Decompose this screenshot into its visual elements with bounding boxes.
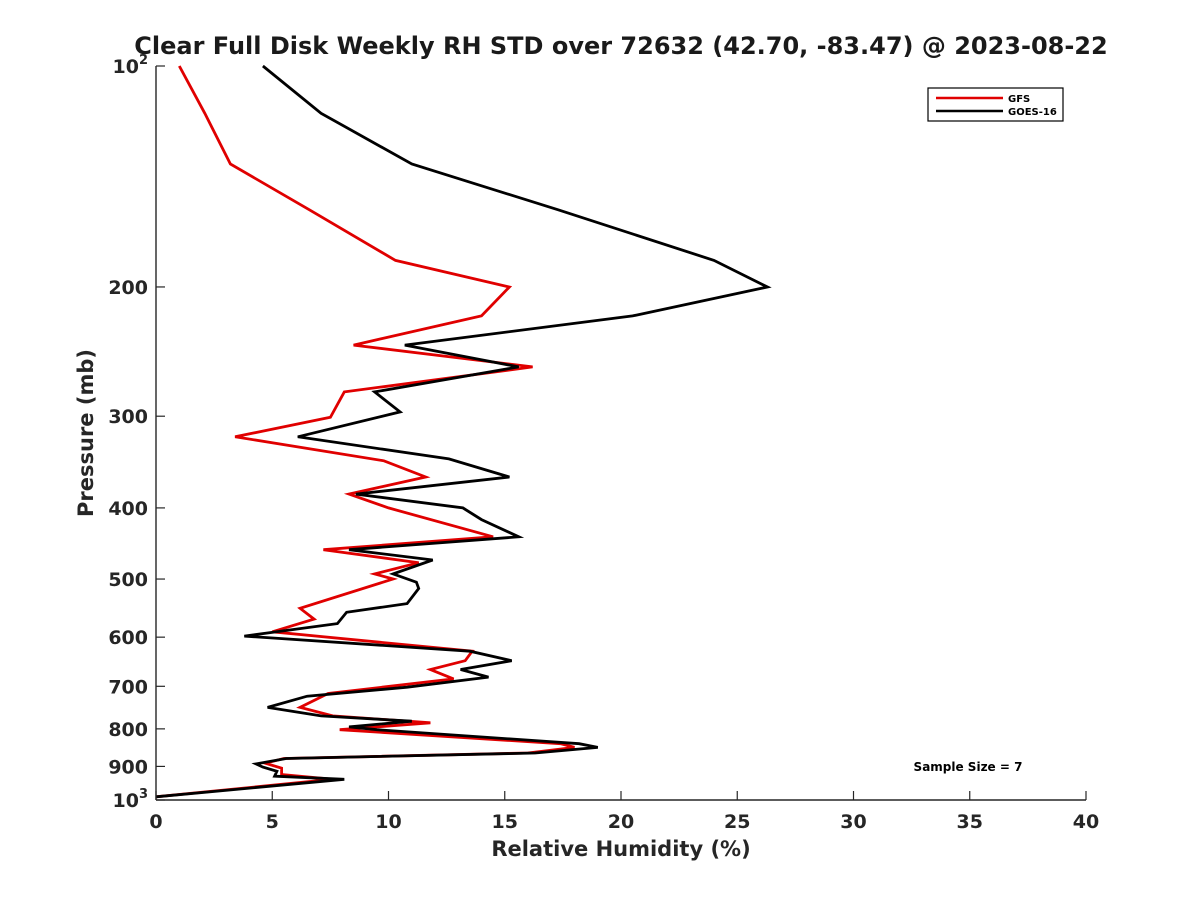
y-tick-label: 600 [108,627,148,649]
y-tick-label: 103 [113,787,149,812]
x-tick-label: 10 [375,811,401,833]
y-tick-label: 500 [108,569,148,591]
x-tick-label: 25 [724,811,750,833]
series-line-gfs [155,65,575,799]
y-tick-label: 102 [113,53,149,78]
y-axis-label: Pressure (mb) [74,349,98,517]
legend: GFS GOES-16 [927,87,1064,122]
x-tick-label: 40 [1073,811,1099,833]
series-layer [155,64,772,799]
plot-area [156,66,1086,800]
sample-size-annotation: Sample Size = 7 [914,760,1023,774]
y-tick-label: 300 [108,406,148,428]
legend-box [927,87,1064,122]
x-tick-label: 20 [608,811,634,833]
y-tick-label: 800 [108,719,148,741]
x-tick-label: 30 [840,811,866,833]
y-tick-label: 200 [108,277,148,299]
y-tick-label: 900 [108,756,148,778]
x-tick-label: 5 [266,811,279,833]
chart-title: Clear Full Disk Weekly RH STD over 72632… [134,32,1107,60]
legend-label: GOES-16 [1008,107,1057,118]
y-tick-label: 700 [108,676,148,698]
legend-label: GFS [1008,94,1030,105]
axes-layer: 0 5 10 15 20 25 30 35 40 102 200 300 400 500 600 700 800… [108,53,1099,833]
x-tick-label: 0 [149,811,162,833]
x-tick-label: 15 [492,811,518,833]
series-line-goes-16 [155,64,772,799]
x-axis-label: Relative Humidity (%) [491,837,750,861]
y-tick-label: 400 [108,498,148,520]
x-tick-label: 35 [957,811,983,833]
